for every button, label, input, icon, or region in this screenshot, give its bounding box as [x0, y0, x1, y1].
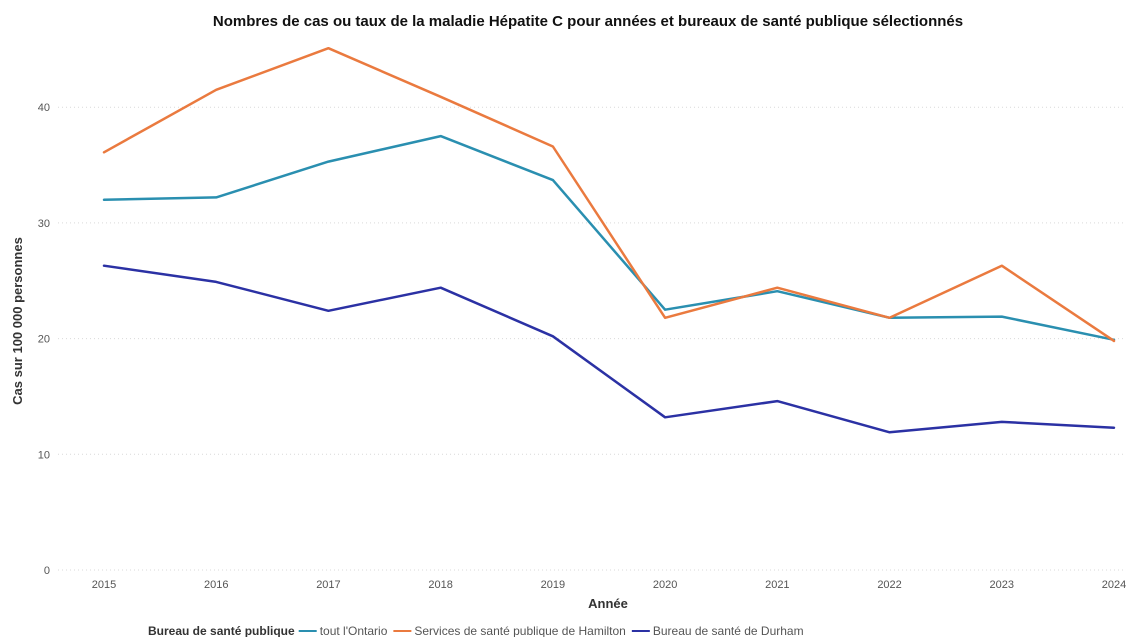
x-tick-label: 2020	[653, 579, 677, 591]
series-line-1	[102, 134, 1116, 342]
y-tick-label: 40	[38, 102, 50, 114]
legend-label: Services de santé publique de Hamilton	[414, 624, 625, 637]
legend-title: Bureau de santé publique	[148, 624, 295, 637]
y-axis-label: Cas sur 100 000 personnes	[10, 237, 25, 405]
chart-title: Nombres de cas ou taux de la maladie Hép…	[213, 13, 963, 30]
x-tick-label: 2024	[1102, 579, 1126, 591]
x-axis-label: Année	[588, 596, 628, 611]
legend: Bureau de santé publique tout l'Ontario S…	[148, 624, 804, 637]
x-tick-label: 2016	[204, 579, 228, 591]
gridlines	[58, 106, 1125, 571]
x-axis-ticks: 2015 2016 2017 2018 2019 2020 2021 2022 2023 2024	[92, 579, 1126, 591]
series-line-3	[102, 264, 1116, 434]
x-tick-label: 2022	[877, 579, 901, 591]
y-tick-label: 10	[38, 449, 50, 461]
series-lines	[102, 46, 1116, 434]
y-tick-label: 0	[44, 565, 50, 577]
x-tick-label: 2019	[541, 579, 565, 591]
legend-label: tout l'Ontario	[320, 624, 388, 637]
series-line-2	[102, 46, 1116, 343]
legend-label: Bureau de santé de Durham	[653, 624, 804, 637]
legend-items: tout l'Ontario Services de santé publique…	[298, 624, 804, 637]
y-tick-label: 20	[38, 334, 50, 346]
x-tick-label: 2015	[92, 579, 116, 591]
x-tick-label: 2018	[428, 579, 452, 591]
x-tick-label: 2021	[765, 579, 789, 591]
x-tick-label: 2017	[316, 579, 340, 591]
y-tick-label: 30	[38, 218, 50, 230]
y-axis-ticks: 0 10 20 30 40	[38, 102, 50, 577]
x-tick-label: 2023	[990, 579, 1014, 591]
